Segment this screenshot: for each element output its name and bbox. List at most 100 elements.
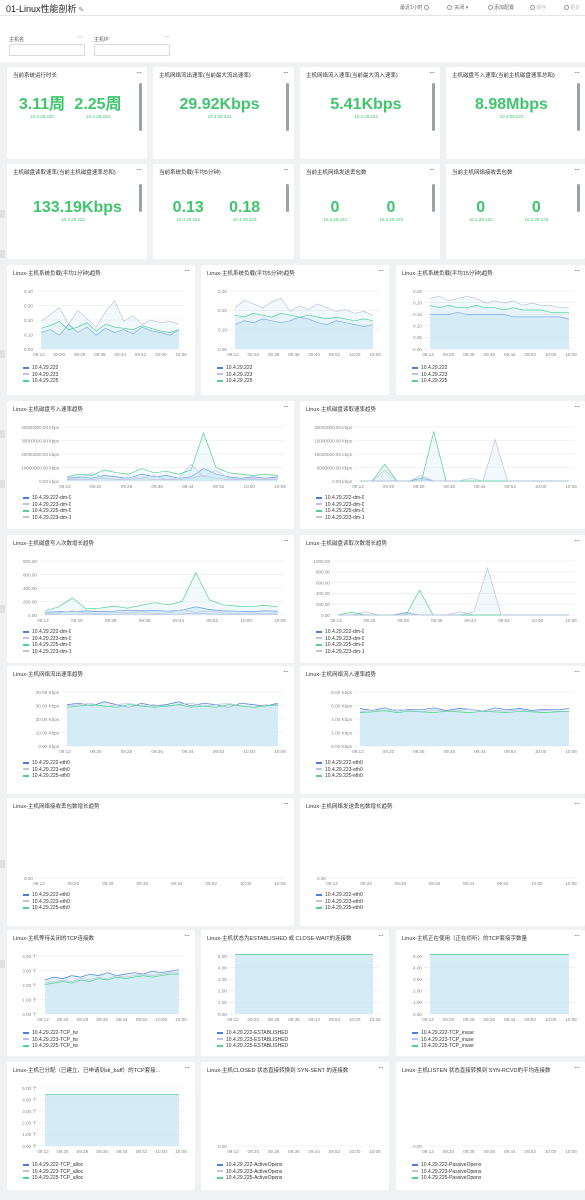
legend-item[interactable]: 10.4.29.223-TCP_inuse (412, 1037, 474, 1044)
sidebar-handle[interactable] (0, 350, 5, 358)
legend-item[interactable]: 10.4.29.222-eth0 (316, 892, 363, 899)
legend-item[interactable]: 10.4.29.223-eth0 (23, 899, 70, 906)
edit-icon[interactable]: ✎ (78, 7, 85, 14)
legend-item[interactable]: 10.4.29.225-eth0 (316, 773, 363, 780)
legend-item[interactable]: 10.4.29.222-dm-0 (316, 495, 364, 502)
card-scrollbar[interactable] (577, 83, 580, 131)
filter-options-hostname[interactable]: ··· (77, 34, 83, 40)
refresh-toggle[interactable]: 关闭 ▾ (447, 4, 468, 11)
save-button[interactable]: 保存 (530, 4, 546, 11)
legend-item[interactable]: 10.4.29.222-eth0 (23, 892, 70, 899)
legend-item[interactable]: 10.4.29.222-eth0 (23, 760, 70, 767)
card-menu-icon[interactable]: ··· (574, 266, 580, 275)
legend-item[interactable]: 10.4.29.223-eth0 (23, 767, 70, 774)
card-menu-icon[interactable]: ··· (184, 931, 190, 940)
filter-options-hostip[interactable]: ··· (164, 34, 170, 40)
card-menu-icon[interactable]: ··· (429, 68, 435, 77)
legend-item[interactable]: 10.4.29.225-TCP_inuse (412, 1043, 474, 1050)
legend-item[interactable]: 10.4.29.222 (217, 365, 252, 372)
legend-item[interactable]: 10.4.29.222-ActiveOpens (217, 1162, 282, 1169)
sidebar-handle[interactable] (0, 605, 5, 613)
legend-item[interactable]: 10.4.29.225-eth0 (23, 773, 70, 780)
card-menu-icon[interactable]: ··· (283, 68, 289, 77)
legend-item[interactable]: 10.4.29.222 (412, 365, 447, 372)
legend-item[interactable]: 10.4.29.225-eth0 (23, 905, 70, 912)
legend-item[interactable]: 10.4.29.222-dm-0 (23, 495, 71, 502)
legend-item[interactable]: 10.4.29.223-TCP_alloc (23, 1169, 83, 1176)
legend-item[interactable]: 10.4.29.225-PassiveOpens (412, 1175, 481, 1182)
card-scrollbar[interactable] (286, 184, 289, 212)
legend-item[interactable]: 10.4.29.222-dm-0 (316, 629, 364, 636)
legend-item[interactable]: 10.4.29.222-dm-0 (23, 629, 71, 636)
card-menu-icon[interactable]: ··· (574, 165, 580, 174)
sidebar-handle[interactable] (0, 480, 5, 488)
card-menu-icon[interactable]: ··· (283, 667, 289, 676)
card-menu-icon[interactable]: ··· (378, 931, 384, 940)
card-menu-icon[interactable]: ··· (574, 799, 580, 808)
add-config-button[interactable]: 添加配置 (488, 4, 514, 11)
sidebar-handle[interactable] (0, 860, 5, 868)
legend-item[interactable]: 10.4.29.222-TCP_tw (23, 1030, 78, 1037)
legend-item[interactable]: 10.4.29.225-dm-0 (23, 508, 71, 515)
legend-item[interactable]: 10.4.29.222-eth0 (316, 760, 363, 767)
card-scrollbar[interactable] (139, 184, 142, 212)
legend-item[interactable]: 10.4.29.223-TCP_tw (23, 1037, 78, 1044)
legend-item[interactable]: 10.4.29.222-PassiveOpens (412, 1162, 481, 1169)
legend-item[interactable]: 10.4.29.225-eth0 (316, 905, 363, 912)
legend-item[interactable]: 10.4.29.222-TCP_alloc (23, 1162, 83, 1169)
legend-item[interactable]: 10.4.29.223-ESTABLISHED (217, 1037, 288, 1044)
card-menu-icon[interactable]: ··· (283, 536, 289, 545)
legend-item[interactable]: 10.4.29.225 (412, 378, 447, 385)
more-button[interactable]: 更多 (564, 4, 580, 11)
sidebar-handle[interactable] (0, 250, 5, 258)
legend-item[interactable]: 10.4.29.223-dm-0 (316, 636, 364, 643)
card-menu-icon[interactable]: ··· (136, 165, 142, 174)
sidebar-handle[interactable] (0, 430, 5, 438)
card-scrollbar[interactable] (577, 184, 580, 212)
legend-item[interactable]: 10.4.29.225-ESTABLISHED (217, 1043, 288, 1050)
legend-item[interactable]: 10.4.29.223-dm-0 (316, 502, 364, 509)
legend-item[interactable]: 10.4.29.223 (23, 372, 58, 379)
hostname-select[interactable] (9, 44, 85, 56)
legend-item[interactable]: 10.4.29.223-dm-0 (23, 502, 71, 509)
card-menu-icon[interactable]: ··· (574, 667, 580, 676)
card-scrollbar[interactable] (139, 83, 142, 131)
card-menu-icon[interactable]: ··· (184, 1063, 190, 1072)
legend-item[interactable]: 10.4.29.223-dm-1 (23, 515, 71, 522)
card-menu-icon[interactable]: ··· (574, 536, 580, 545)
card-menu-icon[interactable]: ··· (429, 165, 435, 174)
card-menu-icon[interactable]: ··· (378, 266, 384, 275)
legend-item[interactable]: 10.4.29.225-dm-0 (23, 642, 71, 649)
legend-item[interactable]: 10.4.29.225-TCP_tw (23, 1043, 78, 1050)
card-menu-icon[interactable]: ··· (574, 1063, 580, 1072)
legend-item[interactable]: 10.4.29.223 (217, 372, 252, 379)
card-menu-icon[interactable]: ··· (283, 165, 289, 174)
legend-item[interactable]: 10.4.29.222-TCP_inuse (412, 1030, 474, 1037)
legend-item[interactable]: 10.4.29.223-dm-0 (23, 636, 71, 643)
legend-item[interactable]: 10.4.29.223-ActiveOpens (217, 1169, 282, 1176)
legend-item[interactable]: 10.4.29.223-eth0 (316, 767, 363, 774)
card-menu-icon[interactable]: ··· (378, 1063, 384, 1072)
card-menu-icon[interactable]: ··· (283, 799, 289, 808)
legend-item[interactable]: 10.4.29.225-ActiveOpens (217, 1175, 282, 1182)
legend-item[interactable]: 10.4.29.225 (23, 378, 58, 385)
legend-item[interactable]: 10.4.29.223-dm-1 (316, 649, 364, 656)
legend-item[interactable]: 10.4.29.223-PassiveOpens (412, 1169, 481, 1176)
card-scrollbar[interactable] (432, 184, 435, 212)
card-menu-icon[interactable]: ··· (574, 931, 580, 940)
card-menu-icon[interactable]: ··· (283, 402, 289, 411)
legend-item[interactable]: 10.4.29.223-eth0 (316, 899, 363, 906)
sidebar-handle[interactable] (0, 960, 5, 968)
legend-item[interactable]: 10.4.29.225-dm-0 (316, 642, 364, 649)
legend-item[interactable]: 10.4.29.225-TCP_alloc (23, 1175, 83, 1182)
sidebar-handle[interactable] (0, 210, 5, 218)
card-menu-icon[interactable]: ··· (574, 402, 580, 411)
legend-item[interactable]: 10.4.29.225-dm-0 (316, 508, 364, 515)
legend-item[interactable]: 10.4.29.223 (412, 372, 447, 379)
legend-item[interactable]: 10.4.29.222-ESTABLISHED (217, 1030, 288, 1037)
card-scrollbar[interactable] (286, 83, 289, 131)
legend-item[interactable]: 10.4.29.222 (23, 365, 58, 372)
legend-item[interactable]: 10.4.29.225 (217, 378, 252, 385)
card-menu-icon[interactable]: ··· (136, 68, 142, 77)
time-range-picker[interactable]: 最近1小时 (400, 4, 430, 11)
